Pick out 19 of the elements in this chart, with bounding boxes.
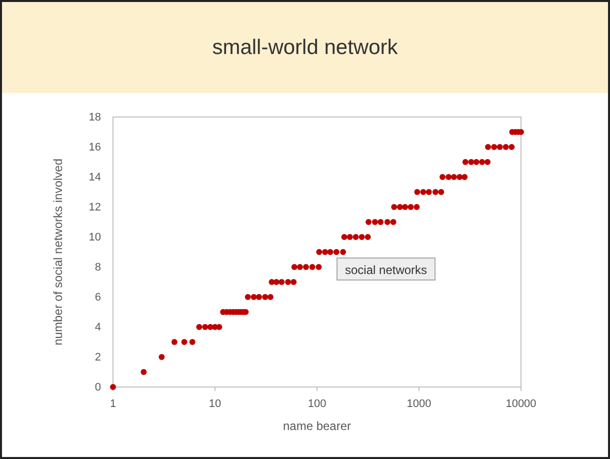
y-tick-label: 4 bbox=[94, 322, 101, 334]
x-tick-label: 100 bbox=[308, 398, 326, 410]
y-tick-label: 14 bbox=[88, 172, 101, 184]
x-tick-label: 10000 bbox=[506, 398, 536, 410]
y-tick-label: 10 bbox=[88, 232, 101, 244]
y-tick-label: 12 bbox=[88, 202, 101, 214]
y-tick-label: 0 bbox=[94, 382, 101, 394]
y-tick-label: 6 bbox=[94, 292, 101, 304]
series-label: social networks bbox=[345, 263, 428, 277]
chart-title: small-world network bbox=[212, 36, 398, 59]
x-axis-title: name bearer bbox=[282, 419, 352, 433]
y-tick-label: 16 bbox=[88, 142, 101, 154]
x-tick-label: 1000 bbox=[406, 398, 432, 410]
y-axis-title: number of social networks involved bbox=[51, 158, 65, 346]
y-tick-label: 18 bbox=[88, 112, 101, 124]
x-tick-label: 10 bbox=[208, 398, 222, 410]
x-tick-label: 1 bbox=[110, 398, 116, 410]
y-tick-label: 2 bbox=[94, 352, 101, 364]
y-tick-label: 8 bbox=[94, 262, 101, 274]
